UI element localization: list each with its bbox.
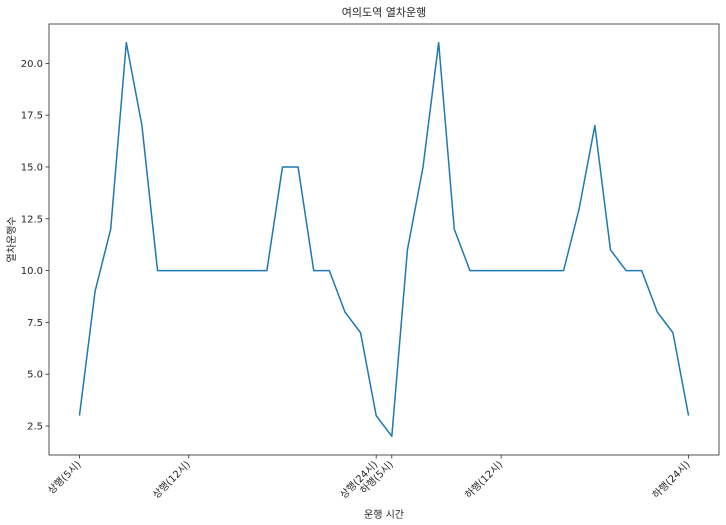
series-line bbox=[78, 41, 690, 438]
x-axis-label: 운행 시간 bbox=[364, 509, 404, 521]
plot-frame bbox=[48, 23, 720, 456]
y-tick-label: 7.5 bbox=[27, 318, 43, 329]
chart-title: 여의도역 열차운행 bbox=[342, 6, 426, 19]
series-layer bbox=[78, 41, 690, 438]
y-axis-label: 열차운행수 bbox=[6, 217, 18, 263]
y-tick-label: 12.5 bbox=[21, 214, 43, 225]
y-tick-label: 5.0 bbox=[27, 370, 43, 381]
y-tick-label: 10.0 bbox=[21, 266, 43, 277]
y-tick-label: 15.0 bbox=[21, 162, 43, 173]
y-tick-label: 17.5 bbox=[21, 111, 43, 122]
y-tick-label: 2.5 bbox=[27, 421, 43, 432]
y-tick-label: 20.0 bbox=[21, 59, 43, 70]
y-axis: 2.5 5.0 7.5 10.0 12.5 15.0 17.5 20.0 bbox=[21, 59, 49, 432]
